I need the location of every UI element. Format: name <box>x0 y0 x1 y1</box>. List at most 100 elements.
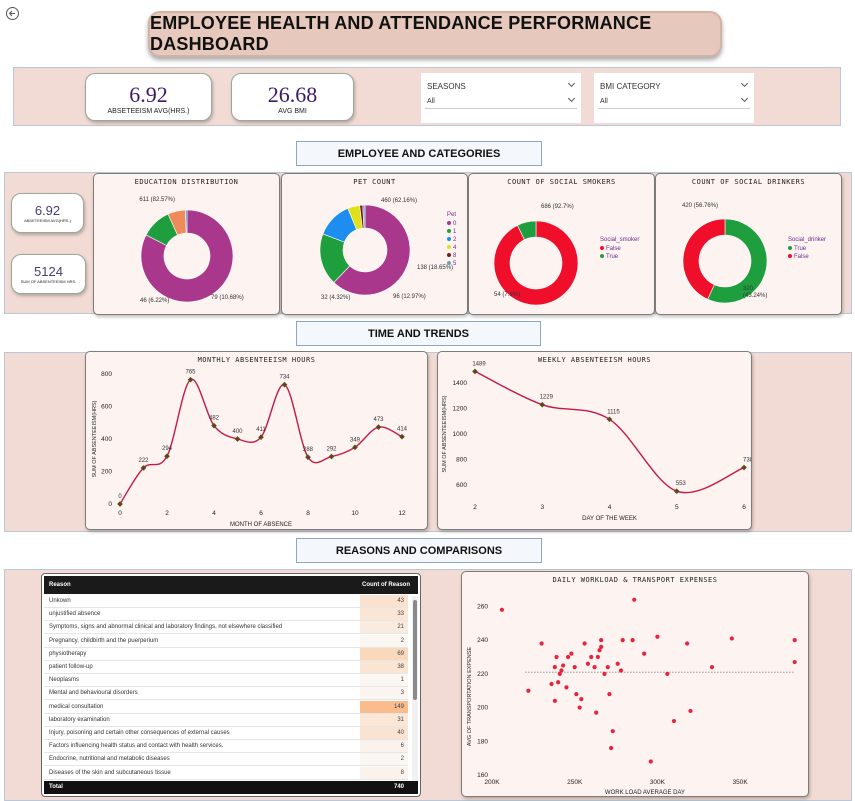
section-reasons-comparisons[interactable]: REASONS AND COMPARISONS <box>296 538 542 563</box>
scatter-point[interactable] <box>792 638 797 643</box>
scatter-point[interactable] <box>499 607 505 612</box>
legend-entry[interactable]: 4 <box>453 245 457 251</box>
table-row[interactable]: Pregnancy, childbirth and the puerperium… <box>44 634 408 648</box>
legend-entry[interactable]: True <box>794 246 807 252</box>
scatter-point[interactable] <box>709 665 715 670</box>
scatter-point[interactable] <box>642 651 647 656</box>
table-row[interactable]: medical consultation 149 <box>44 700 408 714</box>
scatter-point[interactable] <box>630 638 635 643</box>
pie-slice[interactable] <box>333 204 411 296</box>
table-scrollbar-thumb[interactable] <box>413 600 417 700</box>
data-point[interactable] <box>328 453 335 460</box>
scatter-point[interactable] <box>572 665 577 670</box>
count-column-header[interactable]: Count of Reason <box>362 582 410 588</box>
scatter-point[interactable] <box>595 654 600 660</box>
scatter-point[interactable] <box>582 641 587 646</box>
scatter-point[interactable] <box>599 644 604 649</box>
data-point[interactable] <box>399 433 405 440</box>
chevron-down-icon[interactable] <box>740 79 749 88</box>
pie-slice[interactable] <box>140 209 234 303</box>
scatter-point[interactable] <box>585 661 591 666</box>
scatter-point[interactable] <box>594 710 599 715</box>
data-point[interactable] <box>606 416 613 423</box>
scatter-point[interactable] <box>574 691 579 697</box>
legend-entry[interactable]: False <box>606 246 621 252</box>
scatter-point[interactable] <box>577 705 582 710</box>
table-row[interactable]: Unkown 43 <box>44 595 408 608</box>
scatter-point[interactable] <box>610 729 615 734</box>
scatter-point[interactable] <box>620 638 625 643</box>
table-row[interactable]: Diseases of the skin and subcutaneous ti… <box>44 766 408 780</box>
scatter-point[interactable] <box>559 668 564 673</box>
section-time-trends[interactable]: TIME AND TRENDS <box>296 321 541 346</box>
scatter-point[interactable] <box>671 718 677 724</box>
bmi-slicer[interactable]: BMI CATEGORY All <box>594 73 754 123</box>
chevron-down-icon[interactable] <box>740 94 749 103</box>
section-employee-categories[interactable]: EMPLOYEE AND CATEGORIES <box>296 141 542 166</box>
table-row[interactable]: Neoplasms 1 <box>44 674 408 688</box>
data-point[interactable] <box>211 422 217 429</box>
scatter-point[interactable] <box>579 697 584 702</box>
scatter-point[interactable] <box>792 659 797 665</box>
scatter-point[interactable] <box>526 688 531 693</box>
scatter-point[interactable] <box>539 641 544 646</box>
legend-entry[interactable]: 2 <box>453 237 457 243</box>
table-row[interactable]: unjustified absence 33 <box>44 608 408 622</box>
back-arrow-icon[interactable] <box>5 6 20 21</box>
data-point[interactable] <box>375 424 382 430</box>
scatter-point[interactable] <box>632 597 637 602</box>
scatter-point[interactable] <box>592 665 597 670</box>
legend-entry[interactable]: 1 <box>453 229 457 235</box>
scatter-point[interactable] <box>608 745 614 751</box>
table-scrollbar[interactable] <box>412 596 418 782</box>
data-point[interactable] <box>539 401 546 408</box>
pie-slice[interactable] <box>517 220 537 241</box>
scatter-point[interactable] <box>615 661 620 666</box>
bmi-slicer-value[interactable]: All <box>600 98 608 105</box>
scatter-point[interactable] <box>648 759 653 764</box>
scatter-point[interactable] <box>554 654 559 660</box>
data-point[interactable] <box>140 465 147 471</box>
legend-entry[interactable]: 0 <box>453 221 457 227</box>
scatter-point[interactable] <box>607 691 612 697</box>
scatter-point[interactable] <box>597 648 602 653</box>
data-point[interactable] <box>305 454 311 461</box>
table-row[interactable]: Symptoms, signs and abnormal clinical an… <box>44 621 408 635</box>
table-row[interactable]: Factors influencing health status and co… <box>44 740 408 754</box>
reason-column-header[interactable]: Reason <box>49 582 71 588</box>
chevron-down-icon[interactable] <box>567 94 576 103</box>
pie-slice[interactable] <box>185 209 188 234</box>
scatter-point[interactable] <box>552 665 557 670</box>
scatter-point[interactable] <box>557 671 562 676</box>
scatter-point[interactable] <box>561 663 566 668</box>
scatter-point[interactable] <box>729 636 734 641</box>
table-row[interactable]: Mental and behavioural disorders 3 <box>44 687 408 701</box>
scatter-point[interactable] <box>602 671 607 676</box>
scatter-point[interactable] <box>605 665 610 670</box>
legend-entry[interactable]: False <box>794 254 809 260</box>
data-point[interactable] <box>673 488 680 495</box>
legend-entry[interactable]: True <box>606 254 619 260</box>
scatter-point[interactable] <box>618 668 624 673</box>
scatter-point[interactable] <box>599 638 604 643</box>
scatter-point[interactable] <box>655 634 660 639</box>
seasons-slicer[interactable]: SEASONS All <box>421 73 581 123</box>
pie-slice[interactable] <box>362 204 366 229</box>
scatter-point[interactable] <box>685 641 690 646</box>
scatter-point[interactable] <box>665 671 670 676</box>
scatter-point[interactable] <box>564 685 569 690</box>
scatter-point[interactable] <box>549 681 554 687</box>
scatter-point[interactable] <box>552 698 557 703</box>
data-point[interactable] <box>234 436 241 442</box>
legend-entry[interactable]: 8 <box>453 253 457 259</box>
pie-slice[interactable] <box>493 220 579 306</box>
data-point[interactable] <box>741 464 747 471</box>
table-row[interactable]: Endocrine, nutritional and metabolic dis… <box>44 753 408 767</box>
table-row[interactable]: patient follow-up 38 <box>44 661 408 674</box>
legend-entry[interactable]: 5 <box>453 261 457 267</box>
seasons-slicer-value[interactable]: All <box>427 98 435 105</box>
scatter-point[interactable] <box>556 680 561 685</box>
pie-slice[interactable] <box>682 218 726 300</box>
table-row[interactable]: laboratory examination 31 <box>44 713 408 727</box>
scatter-point[interactable] <box>589 654 594 660</box>
